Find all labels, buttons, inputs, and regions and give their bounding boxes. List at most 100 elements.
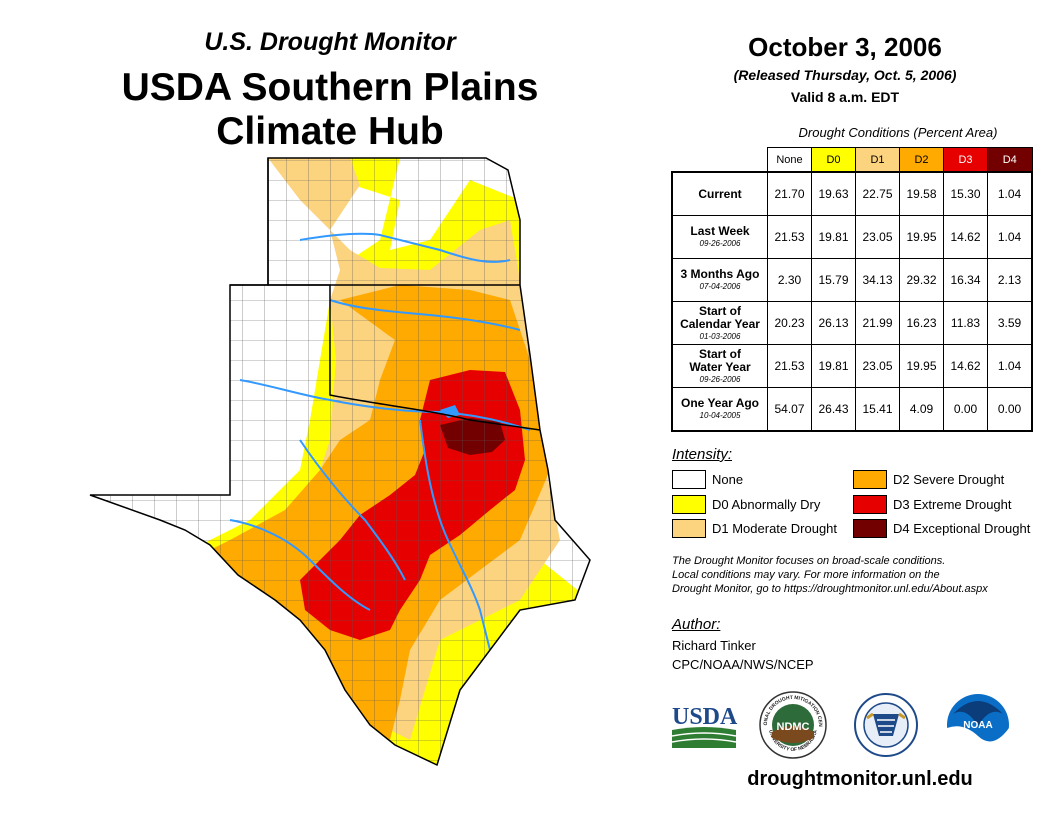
col-d2: D2 — [899, 147, 944, 173]
table-cell: 0.00 — [987, 387, 1033, 432]
row-label: Start of Calendar Year 01-03-2006 — [671, 301, 768, 345]
table-cell: 14.62 — [943, 344, 988, 388]
legend-label: D0 Abnormally Dry — [712, 496, 821, 512]
table-cell: 29.32 — [899, 258, 944, 302]
row-label: Current — [671, 171, 768, 216]
row-label-text: Start of — [699, 346, 741, 361]
drought-stats-table: None D0 D1 D2 D3 D4 Current 21.70 19.63 … — [671, 147, 1033, 432]
legend-label: D3 Extreme Drought — [893, 496, 1012, 512]
col-d4: D4 — [987, 147, 1033, 173]
table-cell: 20.23 — [767, 301, 812, 345]
row-label-text: Start of — [699, 303, 741, 318]
doc-seal-wings — [866, 712, 906, 720]
note-line-2: Local conditions may vary. For more info… — [672, 569, 940, 581]
table-cell: 2.13 — [987, 258, 1033, 302]
row-label-text: One Year Ago — [680, 396, 760, 410]
legend-item-none: None — [672, 469, 743, 489]
table-cell: 2.30 — [767, 258, 812, 302]
table-cell: 11.83 — [943, 301, 988, 345]
table-cell: 16.23 — [899, 301, 944, 345]
usda-logo-field — [672, 727, 736, 748]
row-label-date: 09-26-2006 — [699, 374, 741, 384]
table-cell: 21.70 — [767, 171, 812, 216]
row-label: Last Week 09-26-2006 — [671, 215, 768, 259]
river-cimarron — [329, 299, 521, 331]
table-cell: 4.09 — [899, 387, 944, 432]
col-d1: D1 — [855, 147, 900, 173]
release-date: (Released Thursday, Oct. 5, 2006) — [733, 67, 957, 83]
noaa-logo-bird — [953, 701, 1003, 726]
table-cell: 1.04 — [987, 344, 1033, 388]
table-cell: 26.43 — [811, 387, 856, 432]
table-cell: 54.07 — [767, 387, 812, 432]
legend-title: Intensity: — [672, 446, 733, 463]
table-cell: 0.00 — [943, 387, 988, 432]
website-link[interactable]: droughtmonitor.unl.edu — [747, 768, 973, 790]
table-row: One Year Ago 10-04-2005 54.07 26.43 15.41… — [671, 387, 1033, 432]
table-cell: 15.79 — [811, 258, 856, 302]
map-title-line1: USDA Southern Plains — [121, 66, 539, 109]
table-cell: 34.13 — [855, 258, 900, 302]
doc-seal-logo — [854, 693, 918, 757]
col-d3: D3 — [943, 147, 988, 173]
row-label-text-2: Water Year — [689, 359, 751, 374]
legend-label: D2 Severe Drought — [893, 471, 1005, 487]
row-label-text: Last Week — [690, 224, 750, 238]
legend-swatch-d1 — [672, 518, 706, 538]
table-caption: Drought Conditions (Percent Area) — [798, 125, 998, 140]
map-date: October 3, 2006 — [748, 32, 942, 62]
table-row: Last Week 09-26-2006 21.53 19.81 23.05 19… — [671, 215, 1033, 259]
legend-swatch-d4 — [853, 518, 887, 538]
table-cell: 22.75 — [855, 171, 900, 216]
table-cell: 21.53 — [767, 215, 812, 259]
ndmc-logo: NATIONAL DROUGHT MITIGATION CENTER UNIVE… — [758, 690, 827, 759]
table-row: Current 21.70 19.63 22.75 19.58 15.30 1.… — [671, 171, 1033, 216]
row-label-text: 3 Months Ago — [680, 267, 760, 281]
table-corner — [672, 148, 768, 173]
river-pecos — [229, 519, 371, 611]
table-cell: 26.13 — [811, 301, 856, 345]
legend-label: D4 Exceptional Drought — [893, 520, 1031, 536]
legend-item-d3: D3 Extreme Drought — [853, 494, 1012, 514]
river-red — [239, 379, 531, 431]
table-row: Start of Water Year 09-26-2006 21.53 19.81… — [671, 344, 1033, 388]
doc-seal-stripes — [877, 719, 895, 733]
table-cell: 21.99 — [855, 301, 900, 345]
map-title: USDA Southern Plains Climate Hub — [70, 66, 590, 154]
table-cell: 3.59 — [987, 301, 1033, 345]
noaa-logo-text: NOAA — [963, 720, 992, 731]
legend-label: D1 Moderate Drought — [712, 520, 838, 536]
author-name: Richard Tinker — [672, 638, 756, 653]
region-outline — [89, 157, 591, 767]
row-label: One Year Ago 10-04-2005 — [671, 387, 768, 432]
table-cell: 23.05 — [855, 344, 900, 388]
table-cell: 19.81 — [811, 344, 856, 388]
row-label-text: Current — [698, 186, 742, 201]
table-row: Start of Calendar Year 01-03-2006 20.23 26… — [671, 301, 1033, 345]
table-cell: 19.81 — [811, 215, 856, 259]
table-header-row: None D0 D1 D2 D3 D4 — [672, 147, 1033, 173]
table-cell: 14.62 — [943, 215, 988, 259]
author-heading: Author: — [672, 616, 721, 633]
row-label-date: 07-04-2006 — [699, 282, 741, 291]
table-row: 3 Months Ago 07-04-2006 2.30 15.79 34.13 … — [671, 258, 1033, 302]
row-label: Start of Water Year 09-26-2006 — [671, 344, 768, 388]
table-cell: 15.41 — [855, 387, 900, 432]
author-org: CPC/NOAA/NWS/NCEP — [672, 657, 814, 672]
river-colorado — [299, 439, 406, 581]
legend-swatch-none — [672, 469, 706, 489]
usda-logo-text: USDA — [672, 704, 738, 730]
row-label-date: 01-03-2006 — [699, 331, 741, 341]
row-label-text-2: Calendar Year — [680, 316, 760, 331]
note-line-3: Drought Monitor, go to https://droughtmo… — [672, 583, 988, 595]
table-cell: 19.58 — [899, 171, 944, 216]
table-cell: 19.63 — [811, 171, 856, 216]
table-cell: 15.30 — [943, 171, 988, 216]
legend-item-d0: D0 Abnormally Dry — [672, 494, 820, 514]
legend-item-d4: D4 Exceptional Drought — [853, 518, 1030, 538]
river-kansas — [299, 232, 511, 263]
usda-logo-stripe-2 — [671, 738, 737, 743]
usda-logo: USDA — [671, 704, 738, 748]
county-boundaries — [90, 158, 590, 765]
table-cell: 1.04 — [987, 171, 1033, 216]
